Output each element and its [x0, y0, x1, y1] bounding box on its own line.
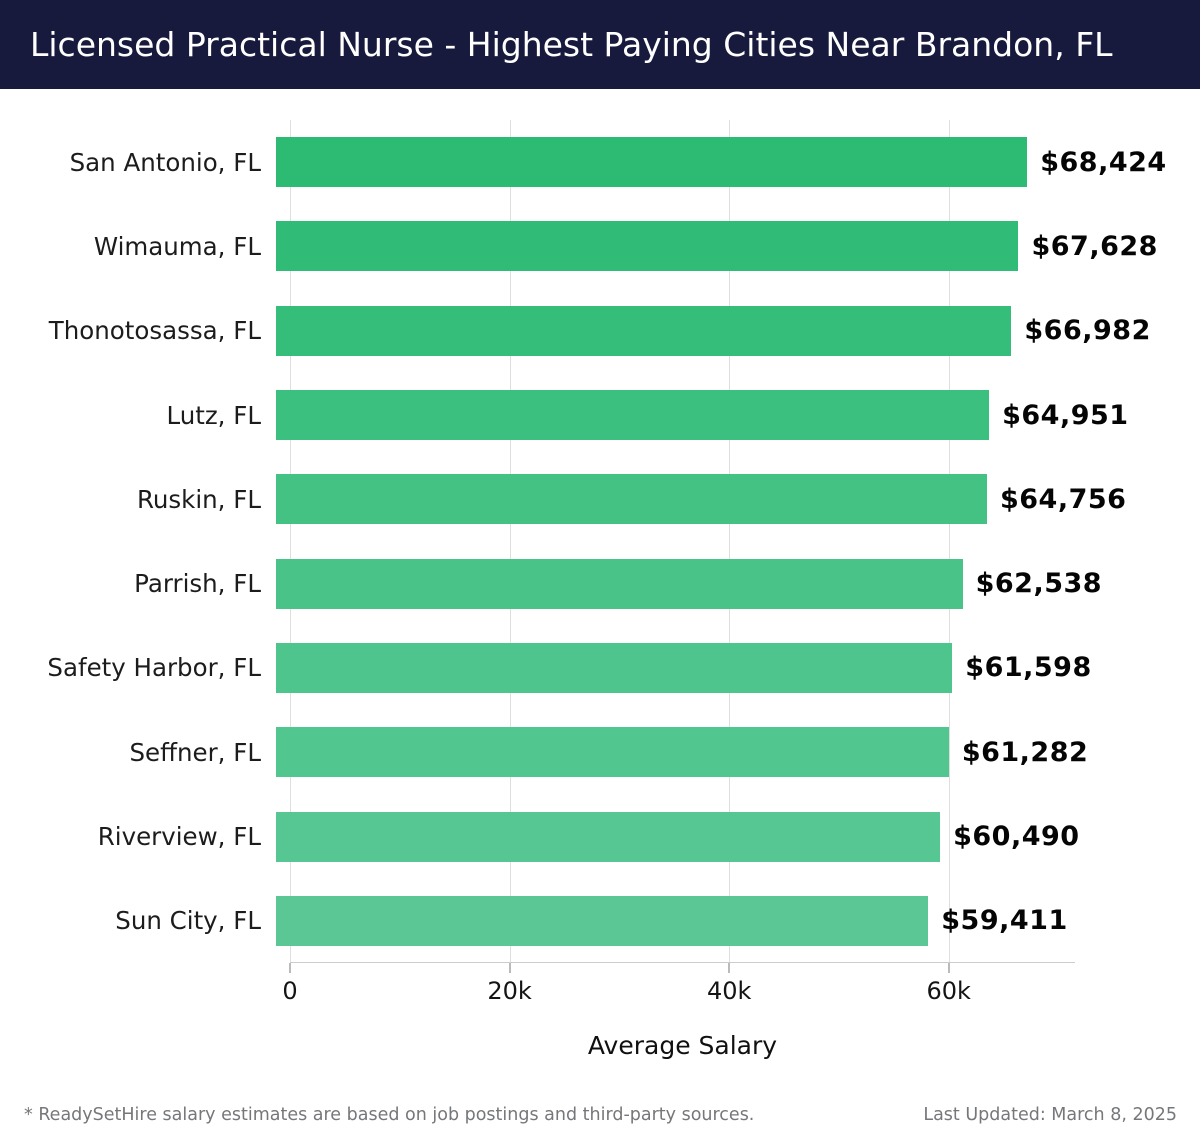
bar-row: San Antonio, FL $68,424 — [0, 120, 1200, 204]
category-label: Sun City, FL — [115, 906, 261, 936]
bar-track: $64,756 — [276, 457, 1186, 541]
footer-last-updated: Last Updated: March 8, 2025 — [923, 1105, 1177, 1125]
bar-track: $61,598 — [276, 626, 1186, 710]
bar-track: $67,628 — [276, 204, 1186, 288]
x-tick-label-40k: 40k — [706, 976, 752, 1005]
value-label: $61,598 — [965, 652, 1092, 684]
value-label: $66,982 — [1024, 315, 1151, 347]
value-label: $60,490 — [953, 821, 1080, 853]
category-label: Parrish, FL — [134, 569, 261, 599]
page-title: Licensed Practical Nurse - Highest Payin… — [30, 25, 1113, 64]
bar-row: Sun City, FL $59,411 — [0, 879, 1200, 963]
bar-row: Ruskin, FL $64,756 — [0, 457, 1200, 541]
bar-track: $68,424 — [276, 120, 1186, 204]
x-tick-label-20k: 20k — [487, 976, 532, 1005]
category-label: Safety Harbor, FL — [47, 653, 261, 683]
value-label: $61,282 — [961, 736, 1089, 768]
bar — [276, 642, 953, 693]
bar-row: Thonotosassa, FL $66,982 — [0, 289, 1200, 373]
footer: * ReadySetHire salary estimates are base… — [0, 1105, 1200, 1140]
category-label: Ruskin, FL — [136, 484, 261, 514]
bar-track: $60,490 — [276, 794, 1186, 878]
value-label: $64,756 — [999, 483, 1127, 515]
x-tick-0 — [289, 962, 291, 973]
bar-row: Riverview, FL $60,490 — [0, 794, 1200, 878]
category-label: Thonotosassa, FL — [48, 316, 261, 346]
bar — [276, 895, 929, 946]
plot-region: San Antonio, FL $68,424 Wimauma, FL $67,628… — [0, 120, 1200, 963]
value-label: $62,538 — [975, 568, 1103, 600]
bar-row: Seffner, FL $61,282 — [0, 710, 1200, 794]
category-label: Riverview, FL — [97, 822, 261, 852]
x-tick-20k — [508, 962, 511, 973]
bar-row: Safety Harbor, FL $61,598 — [0, 626, 1200, 710]
bar — [276, 558, 963, 609]
value-label: $64,951 — [1002, 399, 1129, 431]
bar-row: Lutz, FL $64,951 — [0, 373, 1200, 457]
bar — [276, 811, 941, 862]
x-axis-title: Average Salary — [587, 1030, 778, 1060]
gridline-20k — [509, 120, 511, 963]
x-axis: 0 20k 40k 60k — [282, 962, 1075, 1013]
x-tick-label-0: 0 — [282, 976, 298, 1005]
x-tick-label-60k: 60k — [926, 976, 971, 1005]
bar-rows: San Antonio, FL $68,424 Wimauma, FL $67,628… — [0, 120, 1200, 963]
x-tick-40k — [728, 962, 731, 973]
gridlines-layer — [290, 120, 1075, 963]
category-label: San Antonio, FL — [69, 147, 261, 177]
chart-area: San Antonio, FL $68,424 Wimauma, FL $67,628… — [0, 89, 1200, 1060]
gridline-0 — [290, 120, 291, 963]
bar-track: $59,411 — [276, 879, 1186, 963]
header-bar: Licensed Practical Nurse - Highest Payin… — [0, 0, 1200, 89]
category-label: Seffner, FL — [129, 737, 262, 767]
bar-row: Wimauma, FL $67,628 — [0, 204, 1200, 288]
category-label: Lutz, FL — [166, 400, 261, 430]
gridline-60k — [948, 120, 950, 963]
bar — [276, 727, 949, 778]
category-label: Wimauma, FL — [93, 231, 261, 261]
bar-row: Parrish, FL $62,538 — [0, 541, 1200, 625]
x-axis-line — [290, 962, 1075, 963]
value-label: $68,424 — [1040, 146, 1167, 178]
value-label: $59,411 — [941, 905, 1068, 937]
bar — [276, 305, 1012, 356]
bar-track: $64,951 — [276, 373, 1186, 457]
bar — [276, 137, 1028, 188]
bar-track: $66,982 — [276, 289, 1186, 373]
bar — [276, 221, 1019, 272]
value-label: $67,628 — [1031, 230, 1158, 262]
x-tick-60k — [947, 962, 950, 973]
bar-track: $61,282 — [276, 710, 1186, 794]
bar — [276, 474, 987, 525]
footer-disclaimer: * ReadySetHire salary estimates are base… — [24, 1105, 755, 1125]
bar-track: $62,538 — [276, 541, 1186, 625]
gridline-40k — [729, 120, 731, 963]
bar — [276, 390, 990, 441]
